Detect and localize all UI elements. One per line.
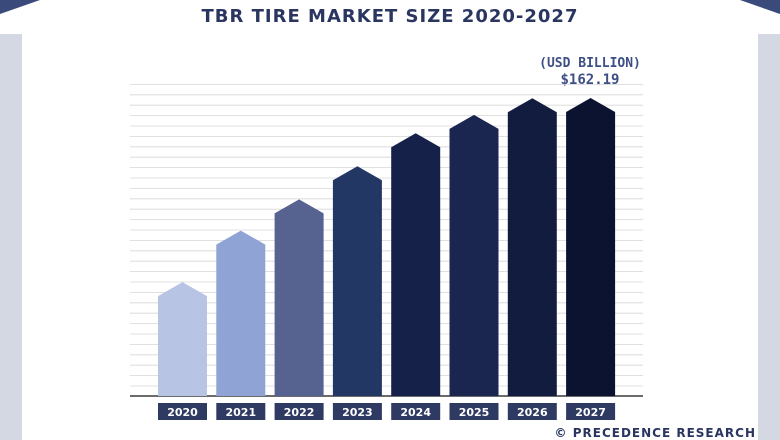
title-bar: TBR TIRE MARKET SIZE 2020-2027 [0,0,780,34]
bar-2023 [332,166,382,396]
x-tick-label-2025: 2025 [459,406,490,419]
x-tick-box-2027 [566,403,616,420]
x-tick-label-2023: 2023 [342,406,373,419]
corner-decoration-left [0,0,40,14]
bar-2025 [449,114,499,397]
chart-panel [22,34,758,440]
unit-label: (USD BILLION) [539,56,641,71]
x-tick-label-2020: 2020 [167,406,198,419]
bar-2024 [391,133,441,397]
x-tick-label-2021: 2021 [225,406,256,419]
x-tick-label-2027: 2027 [575,406,606,419]
source-credit: © PRECEDENCE RESEARCH [554,426,756,440]
x-tick-box-2020 [158,403,207,420]
corner-decoration-right [740,0,780,14]
x-tick-box-2023 [332,403,382,420]
x-tick-box-2026 [507,403,557,420]
x-tick-label-2022: 2022 [284,406,315,419]
x-tick-label-2024: 2024 [400,406,431,419]
x-tick-box-2025 [449,403,499,420]
x-tick-box-2022 [274,403,324,420]
x-tick-label-2026: 2026 [517,406,548,419]
x-tick-box-2024 [391,403,441,420]
chart-title: TBR TIRE MARKET SIZE 2020-2027 [201,6,579,27]
bar-2027 [566,98,616,396]
gridlines [130,84,643,387]
bar-2020 [158,282,207,396]
bar-2022 [274,199,324,396]
x-tick-box-2021 [216,403,266,420]
bar-2021 [216,230,266,396]
bar-2026 [507,98,557,397]
